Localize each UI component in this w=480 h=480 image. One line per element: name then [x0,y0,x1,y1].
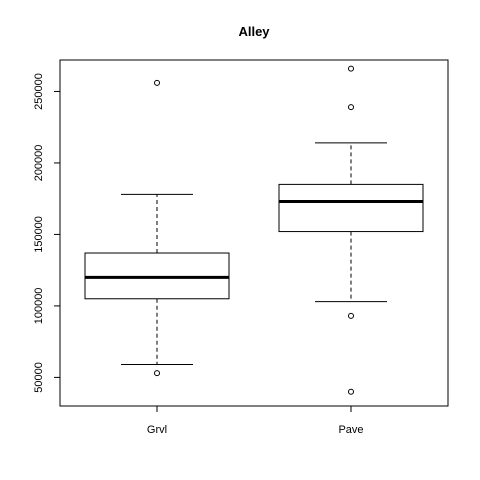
x-axis: Grvl Pave [147,406,364,436]
outlier-point [348,312,354,319]
outlier-point [348,388,354,395]
outlier-point [154,370,160,377]
y-tick-label: 200000 [33,145,45,182]
outlier-point [348,104,354,111]
y-tick-label: 100000 [33,288,45,325]
plot-frame [59,59,449,407]
outlier-point [154,79,160,86]
outlier-point [348,65,354,72]
boxplots [84,65,424,395]
x-tick-label: Pave [338,424,363,436]
y-tick-label: 50000 [33,362,45,393]
y-axis: 50000 100000 150000 200000 250000 [33,73,60,393]
boxplot-grvl [84,79,230,377]
boxplot-pave [278,65,424,395]
x-tick-label: Grvl [147,424,167,436]
iqr-box [278,183,424,233]
y-tick-label: 150000 [33,216,45,253]
chart-title: Alley [238,24,270,39]
y-tick-label: 250000 [33,73,45,110]
